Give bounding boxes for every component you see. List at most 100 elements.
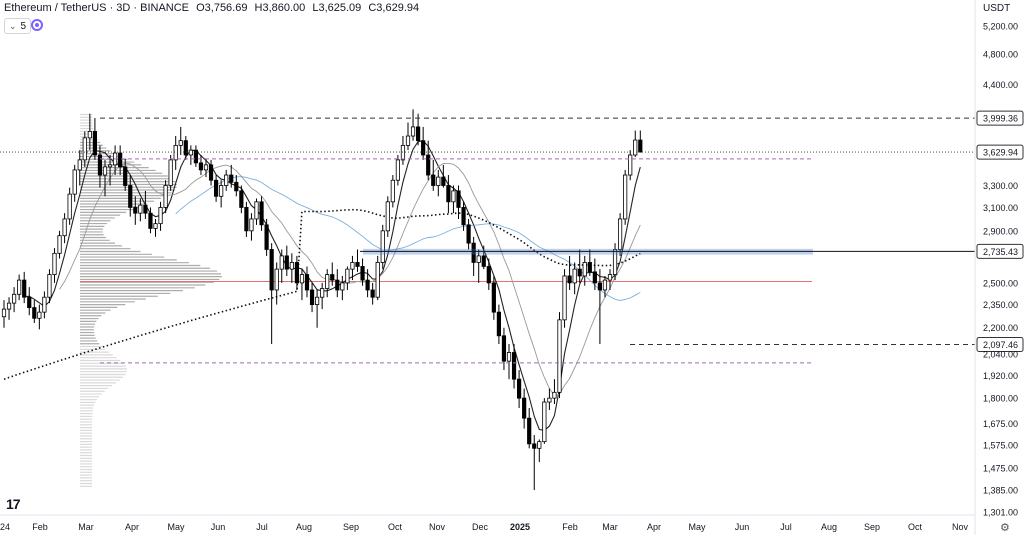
candle-body xyxy=(128,185,133,208)
candle-body xyxy=(421,140,426,156)
time-tick-label: Sep xyxy=(343,522,359,532)
candle-body xyxy=(582,262,587,277)
time-tick-label: Nov xyxy=(429,522,446,532)
candle-body xyxy=(97,154,103,176)
candle-body xyxy=(638,139,643,153)
candle-body xyxy=(77,159,82,171)
price-tick-label: 3,100.00 xyxy=(983,203,1018,213)
time-tick-label: Nov xyxy=(952,522,969,532)
time-tick-label: May xyxy=(688,522,706,532)
candle-body xyxy=(572,268,577,284)
time-tick-label: Apr xyxy=(647,522,661,532)
price-tick-label: 1,575.00 xyxy=(983,440,1018,450)
candle-body xyxy=(37,311,42,319)
candle-body xyxy=(532,443,537,449)
time-tick-label: Oct xyxy=(908,522,923,532)
low-value: L3,625.09 xyxy=(312,2,362,14)
candle-body xyxy=(309,289,315,305)
candle-body xyxy=(506,352,512,362)
candle-body xyxy=(628,154,633,176)
candle-body xyxy=(6,302,12,310)
candle-body xyxy=(607,274,613,281)
candle-body xyxy=(279,255,284,270)
candle-body xyxy=(587,262,592,273)
candle-body xyxy=(188,149,193,156)
currency-label[interactable]: USDT xyxy=(983,3,1011,14)
candle-body xyxy=(82,137,87,161)
candle-body xyxy=(592,271,597,284)
candle-body xyxy=(11,293,17,304)
time-tick-label: Jul xyxy=(780,522,792,532)
candle-body xyxy=(365,279,370,291)
time-tick-label: Mar xyxy=(602,522,618,532)
candle-body xyxy=(380,230,385,263)
candle-body xyxy=(269,249,274,291)
time-tick-label: Apr xyxy=(125,522,139,532)
candle-body xyxy=(320,288,325,298)
candle-body xyxy=(557,319,562,393)
price-tick-label: 3,300.00 xyxy=(983,181,1018,191)
candle-body xyxy=(577,268,582,277)
time-tick-label: Aug xyxy=(821,522,837,532)
candle-body xyxy=(203,164,209,171)
price-tick-label: 2,500.00 xyxy=(983,278,1018,288)
price-tick-label: 1,475.00 xyxy=(983,463,1018,473)
tradingview-logo-icon[interactable]: 17 xyxy=(6,496,21,512)
candle-body xyxy=(107,164,113,168)
candle-body xyxy=(612,249,618,275)
price-tick-label: 1,920.00 xyxy=(983,371,1018,381)
candle-body xyxy=(163,185,168,208)
time-tick-label: Aug xyxy=(296,522,312,532)
candle-body xyxy=(476,255,481,263)
candles xyxy=(1,109,643,491)
price-tick-label: 1,385.00 xyxy=(983,486,1018,496)
candle-body xyxy=(193,149,198,164)
time-tick-label: Feb xyxy=(562,522,578,532)
candle-body xyxy=(208,164,214,181)
open-value: O3,756.69 xyxy=(196,2,248,14)
candle-body xyxy=(542,401,547,443)
price-label-box xyxy=(976,243,1024,259)
candle-body xyxy=(72,169,77,195)
candle-body xyxy=(239,190,244,208)
candle-body xyxy=(496,311,502,337)
time-tick-label: May xyxy=(167,522,185,532)
candle-body xyxy=(259,201,264,226)
gear-icon[interactable]: ⚙ xyxy=(1000,522,1010,534)
candle-body xyxy=(330,274,335,281)
candle-body xyxy=(17,279,22,295)
candle-body xyxy=(522,397,527,419)
candle-body xyxy=(42,296,47,313)
indicator-toggle[interactable]: ⌄ 5 xyxy=(4,18,32,34)
candle-body xyxy=(32,307,37,319)
symbol-title[interactable]: Ethereum / TetherUS · 3D · BINANCE xyxy=(4,2,190,14)
candle-body xyxy=(219,185,224,197)
candle-body xyxy=(173,144,178,161)
candle-body xyxy=(547,397,552,403)
candle-body xyxy=(1,308,7,318)
ma-blue-line xyxy=(175,176,641,301)
candle-body xyxy=(517,378,522,399)
time-tick-label: Jul xyxy=(256,522,268,532)
candle-body xyxy=(168,159,173,186)
candle-body xyxy=(426,154,431,176)
candle-body xyxy=(213,179,219,197)
price-tick-label: 2,040.00 xyxy=(983,350,1018,360)
candle-body xyxy=(52,252,57,275)
candle-body xyxy=(461,207,466,226)
price-tick-label: 2,200.00 xyxy=(983,323,1018,333)
candle-body xyxy=(405,135,411,146)
price-tick-label: 2,900.00 xyxy=(983,226,1018,236)
candle-body xyxy=(441,176,446,186)
candle-body xyxy=(355,262,360,267)
price-tick-label: 1,301.00 xyxy=(983,508,1018,518)
candle-body xyxy=(618,218,623,250)
candle-body xyxy=(410,126,416,137)
candle-body xyxy=(370,289,375,298)
price-tick-label: 4,800.00 xyxy=(983,50,1018,60)
candle-body xyxy=(274,268,279,291)
candle-body xyxy=(375,262,380,298)
indicator-circle-icon[interactable] xyxy=(31,19,43,31)
time-tick-label: Jun xyxy=(735,522,750,532)
